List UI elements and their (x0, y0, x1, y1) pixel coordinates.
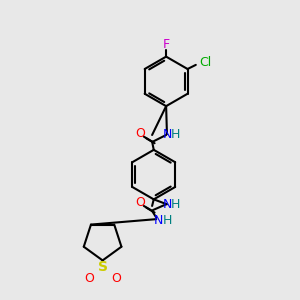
Text: F: F (163, 38, 170, 51)
Text: S: S (98, 260, 108, 274)
Text: Cl: Cl (200, 56, 212, 69)
Text: O: O (136, 196, 146, 209)
Text: O: O (85, 272, 94, 285)
Text: N: N (162, 128, 172, 142)
Text: O: O (136, 127, 146, 140)
Text: N: N (154, 214, 164, 227)
Text: H: H (170, 198, 180, 211)
Text: N: N (162, 198, 172, 211)
Text: O: O (111, 272, 121, 285)
Text: H: H (170, 128, 180, 142)
Text: H: H (162, 214, 172, 227)
